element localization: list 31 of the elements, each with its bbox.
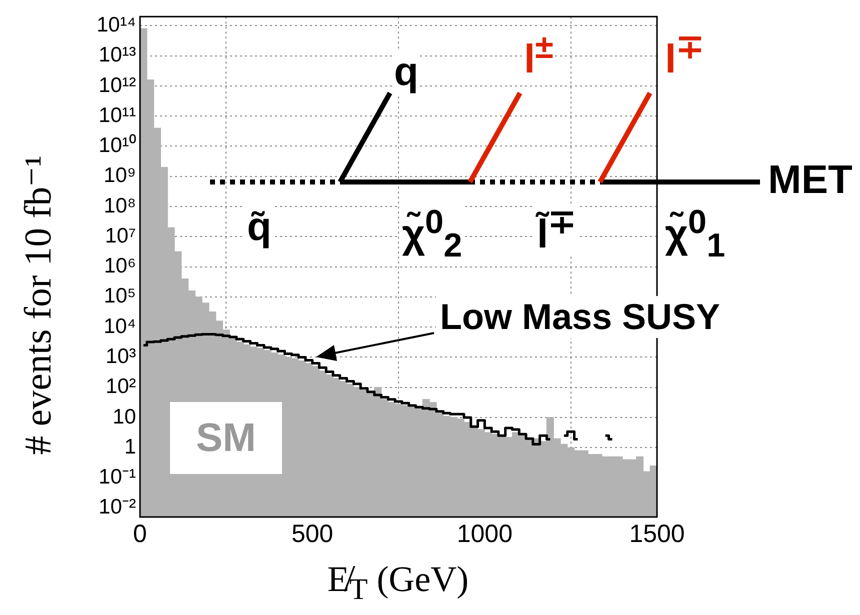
y-tick-label: 1 (124, 435, 136, 458)
y-tick-label: 10⁻² (98, 496, 136, 519)
annotation: q̃ (245, 205, 274, 249)
text: MET (766, 158, 854, 202)
x-tick-label: 500 (291, 520, 334, 548)
x-tick-label: 1000 (456, 520, 512, 548)
y-tick-label: 10⁻¹ (98, 466, 136, 489)
y-tick-label: 10⁵ (104, 284, 136, 308)
text: Low Mass SUSY (436, 296, 724, 338)
y-tick-label: 10¹² (98, 74, 136, 97)
y-tick-label: 10¹⁴ (96, 13, 136, 36)
y-tick-label: 10⁹ (104, 164, 136, 188)
y-tick-label: 10 (112, 405, 136, 428)
y-tick-label: 10¹³ (98, 44, 136, 67)
y-tick-label: 10³ (106, 345, 136, 368)
y-tick-label: 10⁸ (104, 194, 136, 218)
annotation: l$^{±}$ (522, 29, 556, 82)
y-tick-label: 10² (106, 375, 136, 398)
x-axis-title: E̸$_{T}$ (GeV) (327, 558, 469, 608)
x-tick-label: 0 (133, 520, 147, 548)
y-tick-label: 10¹¹ (98, 104, 136, 127)
x-tick-label: 1500 (629, 520, 685, 548)
y-axis-title: # events for 10 fb⁻¹ (16, 155, 60, 455)
annotation: q (392, 50, 420, 94)
series-label: SM (170, 402, 282, 474)
y-tick-label: 10⁴ (104, 314, 136, 338)
y-tick-label: 10¹⁰ (98, 134, 136, 158)
y-tick-label: 10⁷ (105, 224, 136, 248)
y-tick-label: 10⁶ (104, 254, 136, 278)
annotation: l̃$^{∓}$ (535, 204, 578, 256)
text: l$^{∓}$ (663, 29, 706, 82)
